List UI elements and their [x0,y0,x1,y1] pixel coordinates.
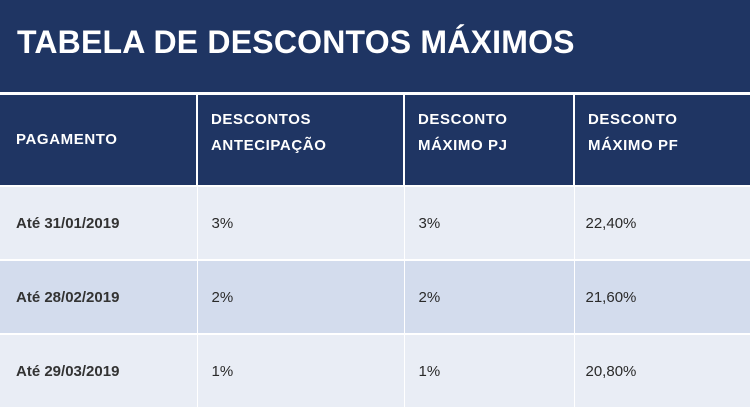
column-header-descontos-antecipacao: DESCONTOS ANTECIPAÇÃO [196,95,404,187]
payment-date-cell: Até 29/03/2019 [0,334,197,409]
discount-antecipacao-cell: 2% [196,260,404,335]
column-header-line: DESCONTO [588,111,678,128]
column-header-line: MÁXIMO PJ [418,137,508,154]
discount-max-pj-cell: 3% [403,186,574,261]
column-header-line: ANTECIPAÇÃO [211,137,327,154]
discount-table: PAGAMENTO DESCONTOS ANTECIPAÇÃO DESCONTO… [0,95,750,409]
discount-max-pj-cell: 2% [403,260,574,335]
column-header-line: DESCONTO [418,111,508,128]
payment-date-cell: Até 31/01/2019 [0,186,197,261]
column-header-desconto-maximo-pj: DESCONTO MÁXIMO PJ [403,95,574,187]
table-row: Até 29/03/2019 1% 1% 20,80% [0,334,750,409]
column-header-line: PAGAMENTO [16,131,118,148]
discount-max-pf-cell: 20,80% [573,334,750,409]
payment-date-cell: Até 28/02/2019 [0,260,197,335]
table-row: Até 28/02/2019 2% 2% 21,60% [0,260,750,335]
header-row: PAGAMENTO DESCONTOS ANTECIPAÇÃO DESCONTO… [0,95,750,187]
column-header-line: DESCONTOS [211,111,312,128]
discount-antecipacao-cell: 1% [196,334,404,409]
title-bar: TABELA DE DESCONTOS MÁXIMOS [0,0,750,92]
column-header-pagamento: PAGAMENTO [0,95,197,187]
table-title: TABELA DE DESCONTOS MÁXIMOS [17,23,575,60]
table-row: Até 31/01/2019 3% 3% 22,40% [0,186,750,261]
discount-max-pj-cell: 1% [403,334,574,409]
discount-max-pf-cell: 21,60% [573,260,750,335]
discount-max-pf-cell: 22,40% [573,186,750,261]
discount-antecipacao-cell: 3% [196,186,404,261]
column-header-line: MÁXIMO PF [588,137,679,154]
column-header-desconto-maximo-pf: DESCONTO MÁXIMO PF [573,95,750,187]
